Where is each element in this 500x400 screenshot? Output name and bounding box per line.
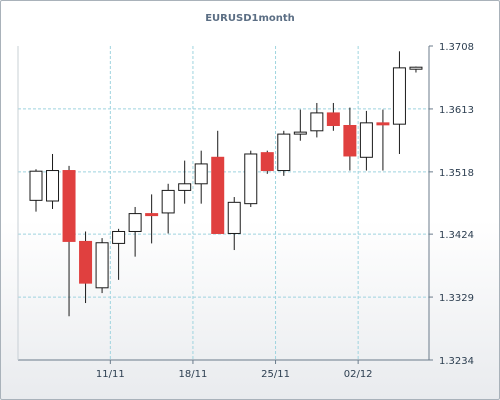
candle-body-down bbox=[260, 152, 274, 172]
candle-body-down bbox=[376, 122, 390, 126]
y-tick-label: 1.3613 bbox=[439, 105, 474, 116]
y-tick-label: 1.3518 bbox=[439, 168, 474, 179]
candle-layer bbox=[29, 51, 423, 317]
candle-body-down bbox=[326, 112, 340, 126]
candle-body-up bbox=[409, 66, 423, 70]
candle-body-down bbox=[343, 124, 357, 157]
candle bbox=[244, 150, 258, 207]
candle bbox=[359, 110, 373, 171]
y-tick-label: 1.3234 bbox=[439, 356, 474, 367]
candle-body-up bbox=[392, 67, 406, 125]
candle bbox=[145, 194, 159, 244]
candle bbox=[79, 231, 93, 304]
candle-body-up bbox=[244, 153, 258, 205]
axis-layer bbox=[17, 45, 433, 364]
x-tick-label: 11/11 bbox=[96, 369, 125, 380]
candle bbox=[277, 130, 291, 176]
x-tick-label: 18/11 bbox=[179, 369, 208, 380]
candle-body-up bbox=[95, 242, 109, 289]
candle-body-up bbox=[46, 170, 60, 202]
candle-body-up bbox=[112, 230, 126, 244]
candle-body-up bbox=[178, 183, 192, 191]
candle bbox=[409, 66, 423, 73]
candle bbox=[260, 150, 274, 174]
chart-title: EURUSD1month bbox=[205, 13, 295, 24]
label-layer: 1.3708 1.3613 1.3518 1.3424 1.3329 1.3234 11/1… bbox=[96, 42, 474, 380]
candle bbox=[227, 197, 241, 251]
candle bbox=[392, 51, 406, 154]
candle-body-down bbox=[145, 213, 159, 217]
x-tick-label: 02/12 bbox=[344, 369, 373, 380]
candle-body-up bbox=[359, 122, 373, 158]
candle bbox=[326, 102, 340, 131]
y-tick-label: 1.3424 bbox=[439, 230, 474, 241]
candle bbox=[29, 169, 43, 212]
candle bbox=[343, 107, 357, 171]
candle bbox=[128, 206, 142, 257]
candle-body-up bbox=[310, 112, 324, 132]
candle bbox=[211, 130, 225, 234]
candle-body-up bbox=[277, 133, 291, 172]
candle bbox=[62, 165, 76, 317]
candle bbox=[376, 109, 390, 171]
candle bbox=[112, 228, 126, 280]
candle bbox=[46, 153, 60, 209]
candle bbox=[178, 160, 192, 204]
candle-body-up bbox=[161, 189, 175, 214]
x-tick-label: 25/11 bbox=[261, 369, 290, 380]
candle bbox=[293, 109, 307, 141]
candle-body-up bbox=[227, 201, 241, 234]
candle-body-up bbox=[128, 213, 142, 232]
candle bbox=[95, 238, 109, 294]
candle-body-up bbox=[293, 131, 307, 135]
candle-body-up bbox=[29, 170, 43, 201]
candle bbox=[194, 150, 208, 204]
candle-body-down bbox=[211, 156, 225, 234]
candle-body-down bbox=[79, 240, 93, 284]
y-tick-label: 1.3708 bbox=[439, 42, 474, 53]
candle bbox=[161, 183, 175, 234]
candle-body-up bbox=[194, 163, 208, 185]
y-tick-label: 1.3329 bbox=[439, 293, 474, 304]
candle bbox=[310, 102, 324, 138]
candle-body-down bbox=[62, 170, 76, 242]
